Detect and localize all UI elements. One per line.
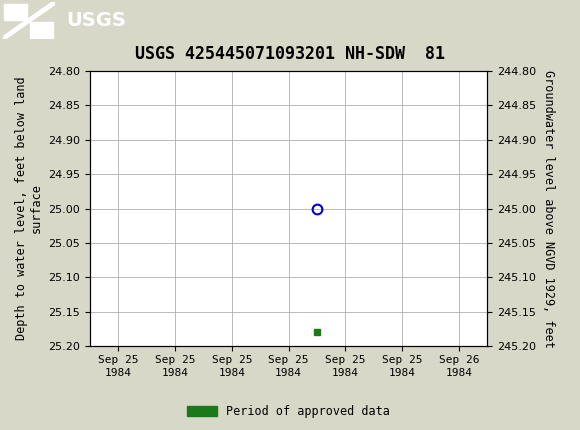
Bar [30, 22, 53, 38]
Y-axis label: Depth to water level, feet below land
surface: Depth to water level, feet below land su… [14, 77, 42, 341]
Text: USGS 425445071093201 NH-SDW  81: USGS 425445071093201 NH-SDW 81 [135, 45, 445, 63]
Legend: Period of approved data: Period of approved data [183, 400, 394, 423]
Text: USGS: USGS [67, 11, 126, 30]
Bar [4, 3, 27, 20]
Y-axis label: Groundwater level above NGVD 1929, feet: Groundwater level above NGVD 1929, feet [542, 70, 554, 347]
